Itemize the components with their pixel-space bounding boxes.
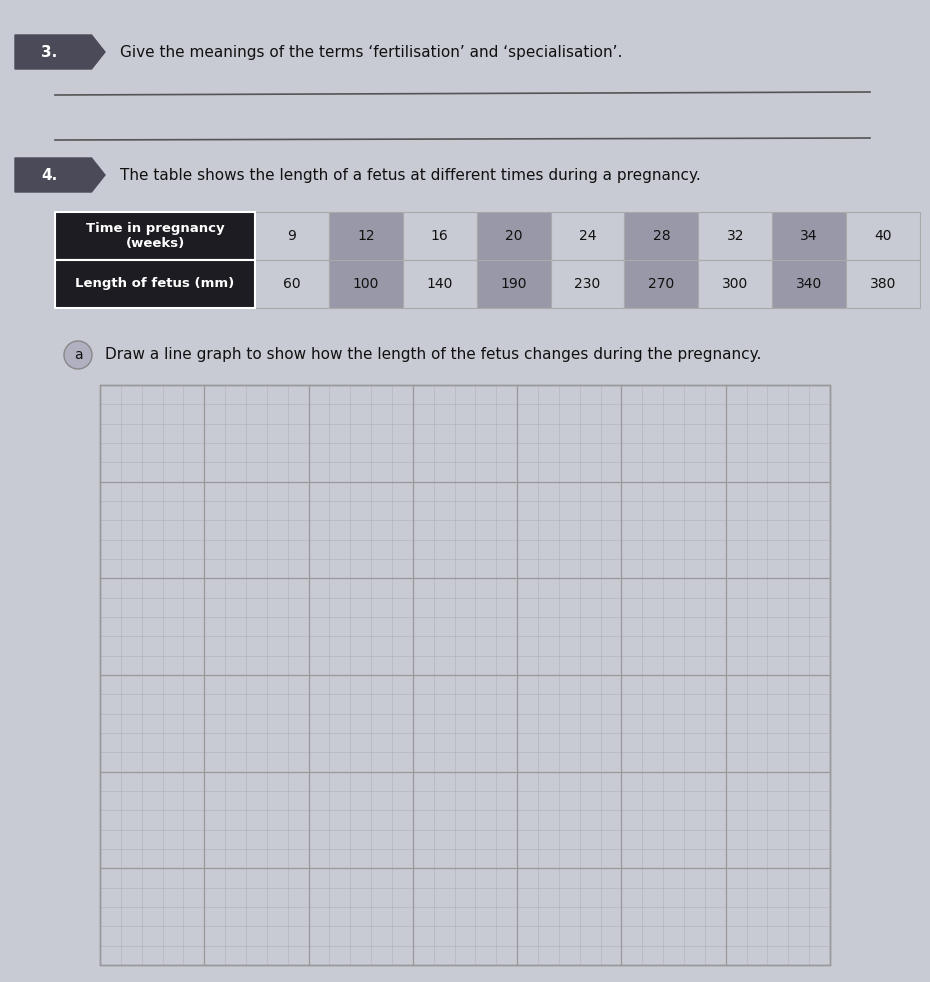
Text: Give the meanings of the terms ‘fertilisation’ and ‘specialisation’.: Give the meanings of the terms ‘fertilis… [120, 44, 622, 60]
Text: 20: 20 [505, 229, 523, 243]
Text: 32: 32 [726, 229, 744, 243]
Bar [255, 212, 329, 260]
Text: 340: 340 [796, 277, 822, 291]
Bar [772, 260, 846, 308]
Text: 4.: 4. [41, 168, 58, 183]
Text: 16: 16 [431, 229, 448, 243]
Text: 380: 380 [870, 277, 897, 291]
Text: 190: 190 [500, 277, 527, 291]
Bar [551, 260, 624, 308]
Text: 12: 12 [357, 229, 375, 243]
Bar [624, 260, 698, 308]
Bar [477, 212, 551, 260]
Bar [255, 260, 329, 308]
Text: The table shows the length of a fetus at different times during a pregnancy.: The table shows the length of a fetus at… [120, 168, 700, 183]
Bar [329, 212, 403, 260]
Bar [477, 260, 551, 308]
Text: 230: 230 [575, 277, 601, 291]
Polygon shape [15, 35, 105, 69]
Text: Time in pregnancy
(weeks): Time in pregnancy (weeks) [86, 222, 224, 250]
Bar [55, 260, 255, 308]
Text: 24: 24 [578, 229, 596, 243]
Text: 300: 300 [723, 277, 749, 291]
Text: 60: 60 [283, 277, 300, 291]
Text: 40: 40 [874, 229, 892, 243]
Polygon shape [15, 158, 105, 192]
Bar [698, 260, 772, 308]
Bar [403, 260, 477, 308]
Bar [624, 212, 698, 260]
Bar [772, 212, 846, 260]
Text: 9: 9 [287, 229, 297, 243]
Text: a: a [73, 348, 83, 362]
Text: Length of fetus (mm): Length of fetus (mm) [75, 278, 234, 291]
Bar [100, 385, 830, 965]
Bar [698, 212, 772, 260]
Text: 3.: 3. [41, 44, 58, 60]
Bar [55, 212, 255, 260]
Text: Draw a line graph to show how the length of the fetus changes during the pregnan: Draw a line graph to show how the length… [105, 348, 762, 362]
Text: 100: 100 [352, 277, 379, 291]
Text: 28: 28 [653, 229, 671, 243]
Text: 270: 270 [648, 277, 674, 291]
Bar [329, 260, 403, 308]
Text: 34: 34 [801, 229, 817, 243]
Text: 140: 140 [427, 277, 453, 291]
Bar [846, 212, 920, 260]
Bar [403, 212, 477, 260]
Bar [551, 212, 624, 260]
Bar [846, 260, 920, 308]
Circle shape [64, 341, 92, 369]
